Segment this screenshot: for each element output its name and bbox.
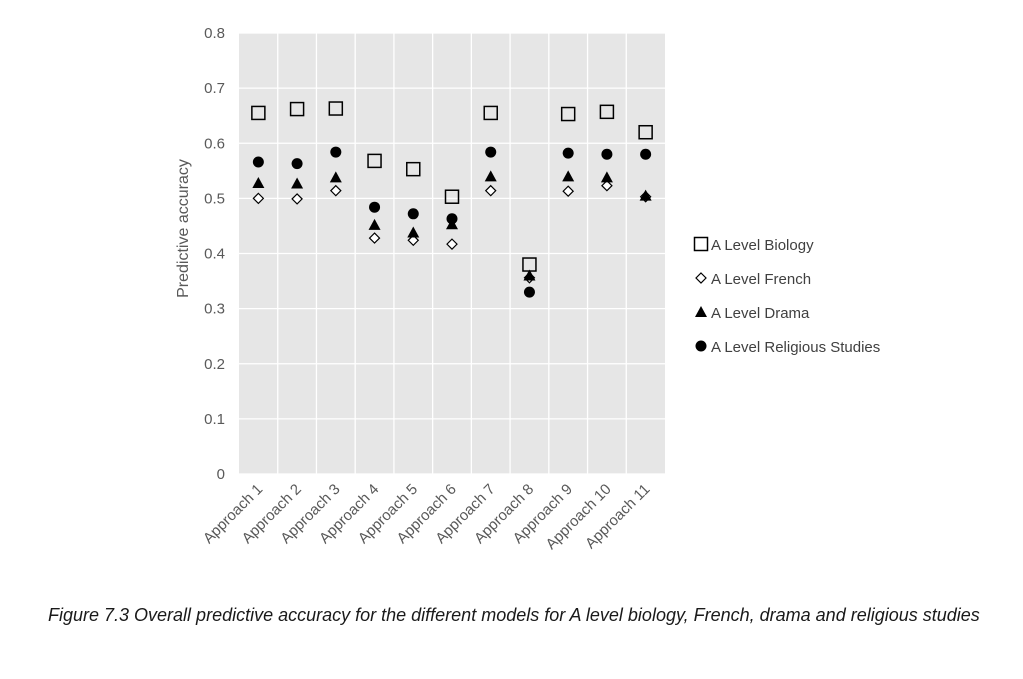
legend-marker [695,272,707,284]
data-point [444,189,460,204]
data-point [601,148,613,160]
y-axis-label: Predictive accuracy [175,159,192,298]
y-tick-label: 0.4 [204,246,225,263]
y-tick-label: 0.6 [204,135,225,152]
data-point [446,213,458,225]
data-point [291,193,303,205]
data-marks [251,101,653,298]
y-tick-label: 0.5 [204,190,225,207]
y-tick-label: 0.7 [204,80,225,97]
series-2 [252,170,652,281]
data-point [329,184,342,197]
data-point [407,208,419,220]
data-point [252,156,264,168]
data-point [484,170,497,182]
series-3 [252,146,652,298]
y-tick-label: 0.2 [204,356,225,373]
y-axis-ticks: 0 0.1 0.2 0.3 0.4 0.5 0.6 0.7 0.8 [204,25,225,483]
legend-item: A Level Religious Studies [695,339,880,356]
data-point [368,232,381,244]
data-point [291,158,303,170]
data-point [329,171,342,183]
data-point [407,226,420,238]
legend-marker [695,340,707,352]
series-1 [252,179,652,284]
y-tick-label: 0 [217,466,225,483]
data-point [560,106,576,122]
data-point [446,238,458,250]
data-point [523,286,535,298]
y-tick-label: 0.1 [204,411,225,428]
data-point [289,101,305,117]
data-point [638,124,653,140]
data-point [562,170,575,182]
gridlines [239,32,665,475]
data-point [599,104,615,120]
y-tick-label: 0.8 [204,25,225,42]
data-point [485,146,497,158]
data-point [291,177,304,189]
chart: 0 0.1 0.2 0.3 0.4 0.5 0.6 0.7 0.8 Approach 1Appr… [175,25,880,553]
legend-label: A Level Religious Studies [711,339,880,356]
y-tick-label: 0.3 [204,301,225,318]
data-point [639,189,652,201]
legend-label: A Level Drama [711,305,810,322]
legend-item: A Level French [695,271,811,288]
data-point [483,105,498,121]
data-point [484,184,497,197]
data-point [640,148,652,160]
legend: A Level Biology A Level French A Level Dra… [693,236,880,356]
legend-item: A Level Biology [693,236,814,254]
series-0 [251,101,653,272]
data-point [328,101,344,116]
data-point [252,176,265,188]
legend-marker [693,236,709,252]
legend-item: A Level Drama [695,305,810,322]
data-point [406,161,421,177]
data-point [369,201,381,213]
legend-label: A Level Biology [711,237,814,254]
data-point [601,179,613,192]
data-point [600,171,613,183]
legend-label: A Level French [711,271,811,288]
data-point [523,269,536,281]
data-point [251,105,266,121]
data-point [330,146,342,158]
legend-marker [695,306,707,317]
data-point [562,147,574,159]
data-point [367,153,382,169]
data-point [252,192,265,205]
data-point [562,185,575,198]
data-point [407,234,420,247]
figure-caption: Figure 7.3 Overall predictive accuracy f… [48,605,980,625]
data-point [368,218,381,230]
